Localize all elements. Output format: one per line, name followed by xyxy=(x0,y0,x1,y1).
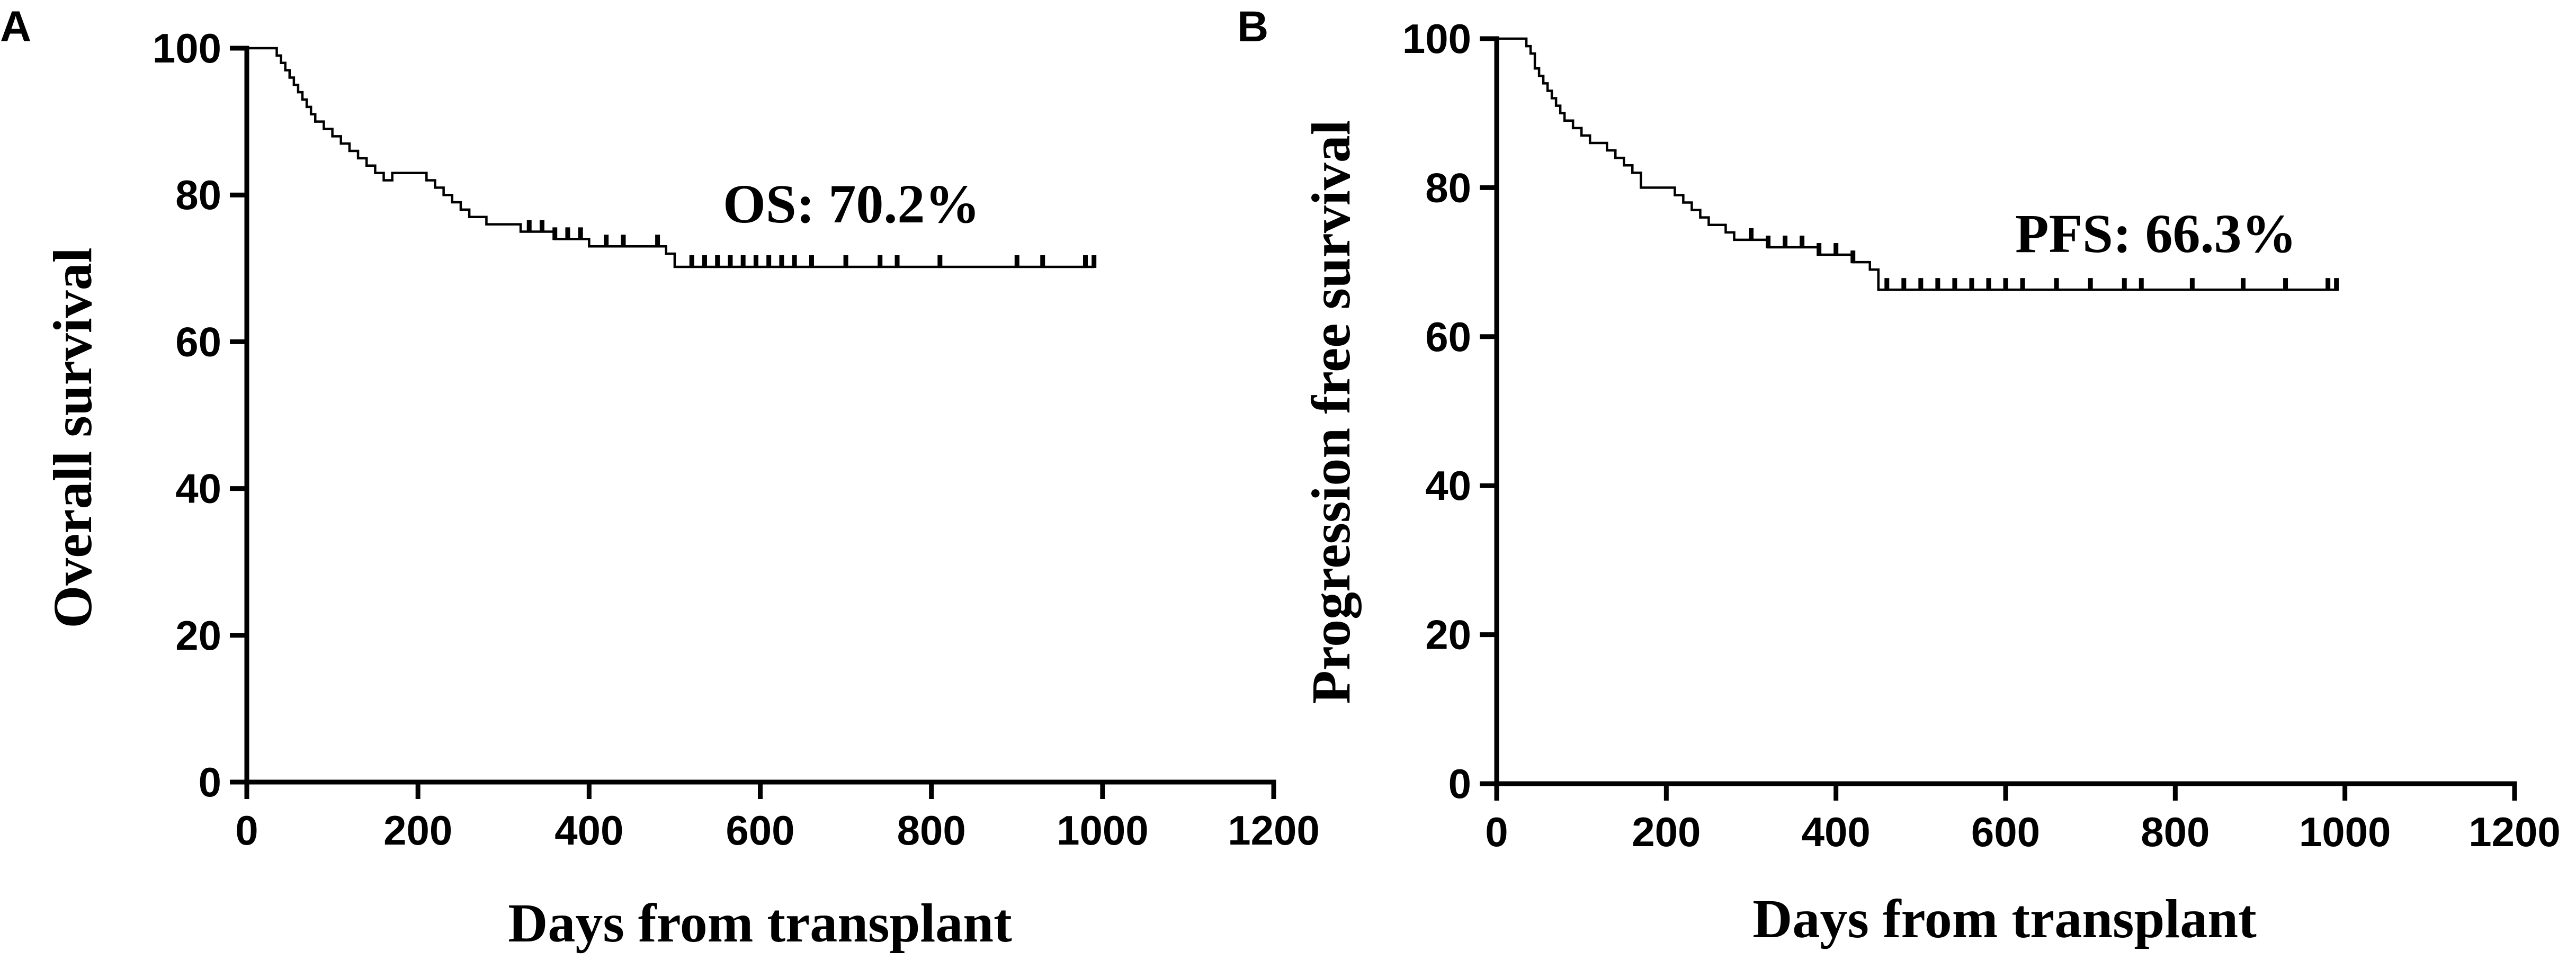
x-tick-label: 800 xyxy=(2141,809,2210,855)
x-tick-label: 600 xyxy=(1971,809,2040,855)
y-tick-label: 20 xyxy=(1425,612,1471,658)
x-tick-label: 600 xyxy=(726,807,794,854)
y-tick-label: 80 xyxy=(175,172,221,218)
y-tick-label: 0 xyxy=(1448,760,1471,807)
y-axis-title-a: Overall survival xyxy=(42,247,103,628)
y-tick-label: 80 xyxy=(1425,164,1471,211)
y-tick-label: 60 xyxy=(1425,313,1471,360)
x-tick-label: 400 xyxy=(554,807,623,854)
x-tick-label: 200 xyxy=(383,807,452,854)
x-tick-label: 1000 xyxy=(1057,807,1149,854)
survival-curve xyxy=(1497,37,2337,291)
y-tick-label: 100 xyxy=(153,25,221,71)
y-tick-label: 20 xyxy=(175,612,221,659)
panel-b-progression-free-survival: B Progression free survival Days from tr… xyxy=(1237,3,2561,949)
y-tick-label: 40 xyxy=(1425,462,1471,509)
x-tick-label: 200 xyxy=(1632,809,1701,855)
panel-label-a: A xyxy=(0,3,31,51)
x-axis-title-b: Days from transplant xyxy=(1752,889,2257,949)
x-tick-label: 0 xyxy=(1485,809,1508,855)
y-tick-label: 0 xyxy=(199,759,221,805)
y-axis-title-b: Progression free survival xyxy=(1301,120,1362,704)
y-tick-label: 100 xyxy=(1402,15,1471,62)
x-tick-label: 0 xyxy=(235,807,258,854)
x-tick-label: 1200 xyxy=(1228,807,1320,854)
pfs-annotation: PFS: 66.3% xyxy=(2015,203,2297,264)
survival-curve xyxy=(247,47,1094,268)
x-tick-label: 1000 xyxy=(2299,809,2391,855)
os-annotation: OS: 70.2% xyxy=(723,174,980,235)
y-tick-label: 40 xyxy=(175,465,221,512)
y-tick-label: 60 xyxy=(175,318,221,365)
x-tick-label: 400 xyxy=(1802,809,1871,855)
x-axis-title-a: Days from transplant xyxy=(508,893,1012,954)
x-tick-label: 800 xyxy=(897,807,966,854)
panel-label-b: B xyxy=(1237,3,1268,51)
panel-a-overall-survival: A Overall survival Days from transplant … xyxy=(0,3,1320,954)
x-tick-label: 1200 xyxy=(2468,809,2561,855)
